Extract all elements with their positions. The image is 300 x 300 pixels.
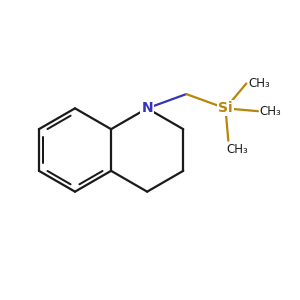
Text: Si: Si	[218, 101, 233, 115]
Text: CH₃: CH₃	[260, 105, 281, 118]
Text: N: N	[141, 101, 153, 115]
Text: CH₃: CH₃	[226, 143, 248, 156]
Text: CH₃: CH₃	[248, 77, 270, 90]
